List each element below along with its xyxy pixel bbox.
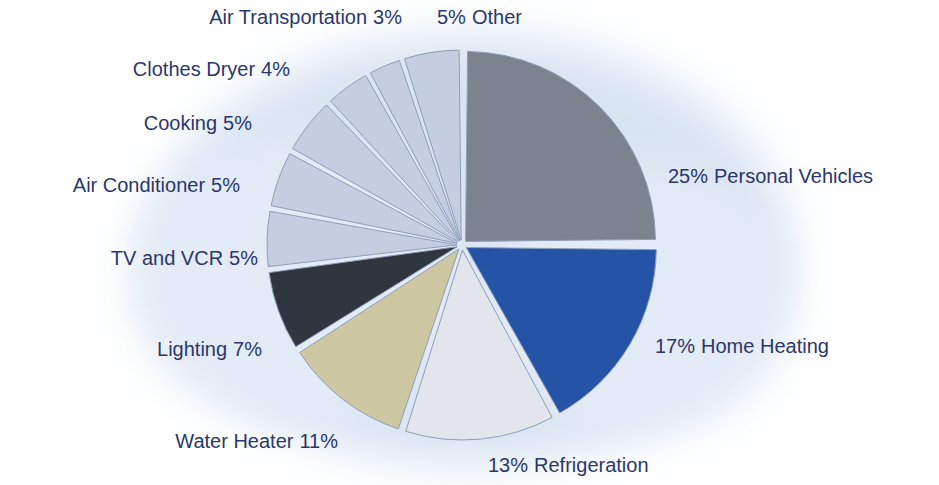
pie-slice: [466, 51, 656, 241]
data-label: 25%: [668, 165, 708, 187]
slice-label: Cooking 5%: [144, 112, 253, 134]
data-label: 5%: [437, 6, 466, 28]
category-label: Home Heating: [701, 335, 829, 357]
slice-label: Clothes Dryer4%: [133, 58, 290, 80]
category-label: Clothes Dryer: [133, 58, 256, 80]
category-label: Air Transportation: [209, 6, 367, 28]
pie-slice: [404, 50, 461, 240]
slice-label: 5% Other: [437, 6, 522, 28]
data-label: 13%: [488, 454, 528, 476]
slice-label: TV and VCR 5%: [111, 247, 258, 269]
slice-label: Water Heater11%: [175, 430, 338, 452]
data-label: 5%: [223, 112, 252, 134]
slice-label: 13% Refrigeration: [488, 454, 649, 476]
category-label: Lighting: [157, 338, 227, 360]
category-label: Refrigeration: [534, 454, 649, 476]
background: [130, 35, 790, 465]
data-label: 5%: [211, 174, 240, 196]
slices: [267, 50, 656, 440]
slice-label: Air Transportation 3%: [209, 6, 402, 28]
data-label: 17%: [655, 335, 695, 357]
data-label: 4%: [261, 58, 290, 80]
data-label: 5%: [229, 247, 258, 269]
slice-label: Lighting 7%: [157, 338, 262, 360]
slice-label: 25% Personal Vehicles: [668, 165, 873, 187]
category-label: Water Heater: [175, 430, 294, 452]
category-label: Personal Vehicles: [714, 165, 873, 187]
category-label: Air Conditioner: [73, 174, 206, 196]
chart: 25% Personal Vehicles 17% Home Heating 13% Re…: [0, 0, 939, 485]
category-label: Cooking: [144, 112, 217, 134]
slice-label: Air Conditioner5%: [73, 174, 240, 196]
category-label: Other: [472, 6, 522, 28]
data-label: 11%: [299, 430, 338, 452]
category-label: TV and VCR: [111, 247, 223, 269]
data-label: 7%: [233, 338, 262, 360]
data-label: 3%: [373, 6, 402, 28]
slice-label: 17% Home Heating: [655, 335, 829, 357]
labels: 25% Personal Vehicles 17% Home Heating 13% Re…: [73, 6, 873, 476]
